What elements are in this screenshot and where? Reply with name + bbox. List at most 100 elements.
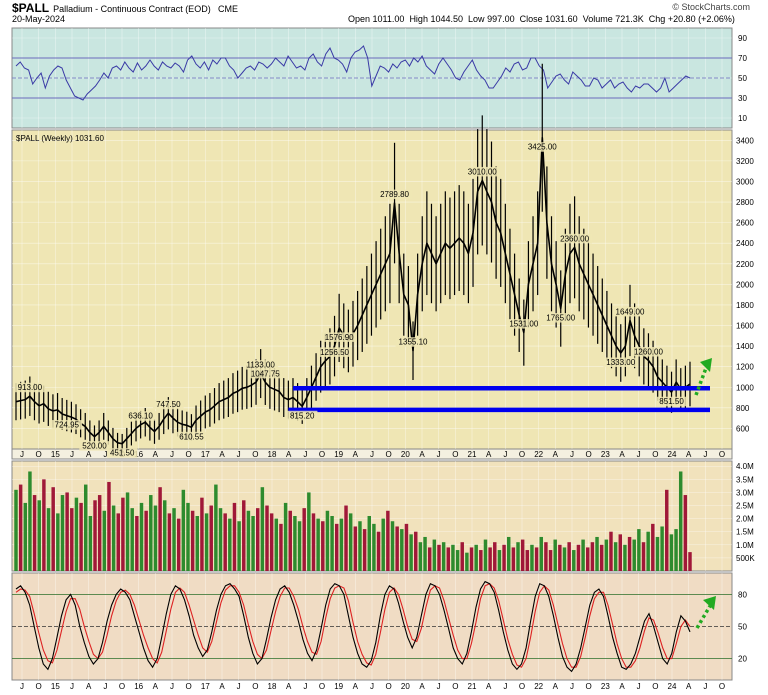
volume-bar: [107, 481, 111, 571]
volume-bar: [381, 518, 385, 571]
price-label-bg: [317, 347, 352, 357]
x-tick-label: J: [70, 450, 74, 459]
x-tick-label-bottom: O: [652, 682, 658, 691]
volume-bar: [595, 536, 599, 571]
breakout-arrow-head: [700, 358, 712, 372]
price-label: 1531.00: [509, 320, 538, 329]
x-tick-label-bottom: 15: [51, 682, 60, 691]
x-tick-label: O: [586, 450, 592, 459]
x-tick-label-bottom: 21: [468, 682, 477, 691]
volume-bar: [544, 542, 548, 571]
price-label-bg: [377, 189, 412, 200]
volume-bar: [200, 497, 204, 571]
chg-label: Chg: [648, 14, 666, 24]
volume-bar: [641, 542, 646, 571]
volume-y-tick: 2.5M: [736, 502, 754, 511]
volume-bar: [618, 534, 623, 571]
volume-bar: [609, 531, 613, 571]
volume-bar: [469, 547, 474, 571]
price-label: 747.50: [156, 400, 181, 409]
stoch-y-tick: 20: [738, 655, 747, 664]
volume-bar: [42, 479, 46, 571]
volume-bar: [390, 521, 395, 571]
volume-bar: [558, 544, 562, 571]
volume-bar: [102, 510, 107, 571]
x-tick-label-bottom: O: [186, 682, 192, 691]
price-y-tick: 800: [736, 404, 750, 413]
volume-label: Volume: [582, 14, 613, 24]
price-label-bg: [612, 306, 648, 317]
price-label-bg: [543, 313, 579, 323]
x-tick-label: J: [703, 450, 707, 459]
volume-bar: [386, 510, 390, 571]
price-label: 1133.00: [247, 361, 276, 370]
x-tick-label: 24: [668, 450, 677, 459]
volume-bar: [627, 536, 632, 571]
volume-value: 721.3K: [615, 14, 644, 24]
price-label: 3425.00: [528, 143, 557, 152]
x-tick-label-bottom: A: [286, 682, 292, 691]
price-y-tick: 600: [736, 424, 750, 433]
price-label-bg: [464, 166, 500, 177]
price-label-bg: [287, 410, 318, 421]
x-tick-label: 17: [201, 450, 210, 459]
volume-bar: [344, 505, 348, 571]
x-tick-label: 15: [51, 450, 60, 459]
volume-bar: [70, 508, 74, 571]
x-tick-label: O: [252, 450, 258, 459]
price-label: 1355.10: [399, 338, 428, 347]
volume-bar: [190, 510, 195, 571]
x-tick-label-bottom: J: [103, 682, 107, 691]
volume-bar: [51, 487, 55, 571]
volume-bar: [623, 544, 627, 571]
price-label: 451.50: [110, 449, 135, 458]
rsi-y-tick: 10: [738, 114, 747, 123]
volume-bar: [97, 495, 102, 571]
volume-bar: [665, 489, 669, 571]
volume-bar: [232, 502, 237, 571]
open-value: 1011.00: [372, 14, 405, 24]
volume-bar: [288, 510, 292, 571]
volume-bar: [674, 529, 678, 571]
volume-bar: [372, 523, 376, 571]
breakout-arrow-shaft: [694, 367, 708, 396]
volume-bar: [655, 536, 660, 571]
volume-bar: [269, 513, 274, 571]
price-label: 636.10: [128, 412, 153, 421]
volume-bar: [60, 495, 65, 571]
x-tick-label-bottom: 23: [601, 682, 610, 691]
volume-bar: [516, 542, 520, 571]
price-label-bg: [153, 399, 184, 410]
volume-bar: [511, 547, 516, 571]
x-tick-label: A: [686, 450, 692, 459]
volume-bar: [88, 516, 93, 571]
volume-y-tick: 1.5M: [736, 528, 754, 537]
x-tick-label: J: [570, 450, 574, 459]
volume-bar: [572, 550, 576, 571]
exchange-label: CME: [218, 4, 239, 14]
volume-bar: [400, 529, 404, 571]
price-label: 2789.80: [380, 190, 409, 199]
x-tick-label: 20: [401, 450, 410, 459]
x-tick-label: J: [170, 450, 174, 459]
volume-bar: [455, 550, 460, 571]
volume-bar: [116, 513, 120, 571]
volume-bar: [530, 544, 534, 571]
x-tick-label-bottom: J: [637, 682, 641, 691]
volume-bar: [176, 518, 181, 571]
volume-bar: [293, 516, 297, 571]
x-tick-label: O: [319, 450, 325, 459]
open-label: Open: [348, 14, 371, 24]
volume-bar: [418, 542, 423, 571]
volume-bar: [153, 505, 158, 571]
price-label: 1765.00: [546, 314, 575, 323]
volume-bar: [395, 526, 399, 571]
volume-bar: [93, 500, 97, 571]
x-tick-label: J: [503, 450, 507, 459]
price-label: 1576.90: [325, 333, 354, 342]
volume-bar: [376, 531, 381, 571]
ohlc-readout: Open 1011.00 High 1044.50 Low 997.00 Clo…: [348, 14, 735, 24]
volume-bar: [334, 523, 339, 571]
volume-bar: [260, 487, 265, 571]
